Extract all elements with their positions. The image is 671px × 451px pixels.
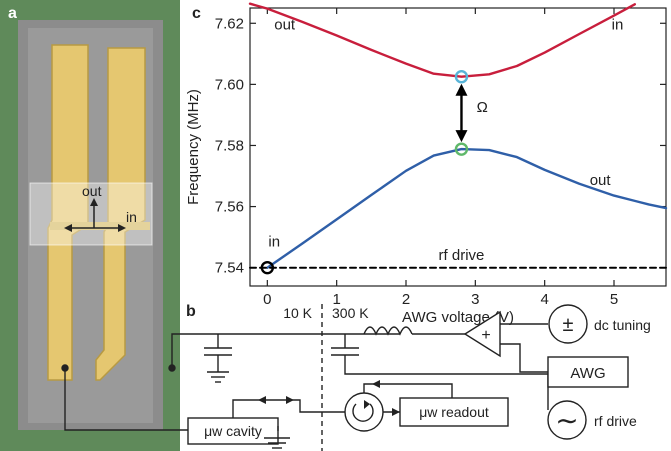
in-arrow-head-right — [118, 224, 126, 232]
x-tick-label: 3 — [471, 291, 479, 308]
y-tick-label: 7.56 — [215, 199, 244, 216]
highlight-box — [29, 182, 153, 246]
sine-icon: ∼ — [555, 404, 578, 437]
chart-markers — [260, 70, 469, 275]
annotation-2: Ω — [477, 99, 488, 116]
axis-ticks: 0 1 2 3 4 5 7.54 7.56 7.58 7.60 7.62 — [215, 8, 666, 308]
annotation-5: rf drive — [439, 247, 485, 264]
x-tick-label: 0 — [263, 291, 271, 308]
micrograph-in-label: in — [126, 209, 137, 225]
dc-source-symbol: ± — [563, 314, 574, 336]
panel-label-a: a — [8, 5, 17, 22]
annotation-3: out — [590, 172, 612, 189]
cavity-to-circulator — [232, 399, 345, 418]
y-axis-label: Frequency (MHz) — [185, 89, 202, 205]
plot-frame — [249, 7, 667, 287]
readout-in-arrow-head — [392, 408, 400, 416]
marker-1 — [454, 142, 469, 156]
dc-tuning-label: dc tuning — [594, 317, 651, 333]
inductor — [363, 326, 413, 336]
rf-drive-line — [344, 355, 549, 410]
rf-drive-source-label: rf drive — [594, 413, 637, 429]
temp-low-label: 10 K — [283, 305, 312, 321]
series-line-1 — [266, 147, 668, 269]
cavity-feed-line — [64, 368, 188, 431]
circulator-circle — [344, 392, 384, 432]
x-tick-label: 5 — [610, 291, 618, 308]
sample-contact-right — [168, 364, 176, 372]
x-tick-label: 4 — [540, 291, 548, 308]
marker-2 — [260, 260, 275, 275]
annotation-0: out — [274, 16, 296, 33]
uw-readout-label: μw readout — [419, 404, 489, 420]
right-electrode — [95, 47, 146, 381]
left-arrow-head — [258, 396, 266, 404]
marker-0 — [454, 70, 469, 84]
out-arrow-head — [90, 198, 98, 206]
micrograph-out-label: out — [82, 183, 102, 199]
annotation-4: in — [268, 233, 280, 250]
summing-amplifier — [463, 310, 501, 358]
awg-label: AWG — [570, 365, 605, 382]
micrograph-panel: out in a — [0, 0, 180, 451]
in-arrow-head-left — [64, 224, 72, 232]
circuit-panel: b 10 K 300 K + ± dc tuning — [61, 303, 651, 451]
circulator-icon — [352, 403, 374, 422]
circulator-arrow-head — [364, 400, 370, 409]
annotation-1: in — [612, 16, 624, 33]
temp-high-label: 300 K — [332, 305, 369, 321]
omega-arrow-head-up — [455, 83, 468, 96]
awg-box — [547, 356, 629, 388]
y-tick-label: 7.58 — [215, 137, 244, 154]
y-tick-label: 7.60 — [215, 76, 244, 93]
uw-readout-box — [399, 397, 509, 427]
readout-return-line — [363, 383, 453, 398]
chart-series — [248, 2, 668, 269]
dc-source-circle — [548, 304, 588, 344]
awg-line — [500, 343, 548, 373]
y-tick-label: 7.62 — [215, 15, 244, 32]
rf-source-circle — [547, 400, 587, 440]
amp-plus-sign: + — [481, 327, 490, 344]
uw-cavity-label: μw cavity — [204, 423, 262, 439]
panel-label-b: b — [186, 303, 196, 320]
nanobeam — [50, 222, 150, 230]
bias-line — [171, 333, 400, 368]
series-line-0 — [248, 2, 636, 78]
x-tick-label: 2 — [402, 291, 410, 308]
panel-label-c: c — [192, 5, 201, 22]
x-tick-label: 1 — [332, 291, 340, 308]
right-arrow-head — [286, 396, 294, 404]
omega-arrow-head-down — [455, 130, 468, 143]
y-tick-label: 7.54 — [215, 260, 244, 277]
readout-arrow-head — [372, 380, 380, 388]
